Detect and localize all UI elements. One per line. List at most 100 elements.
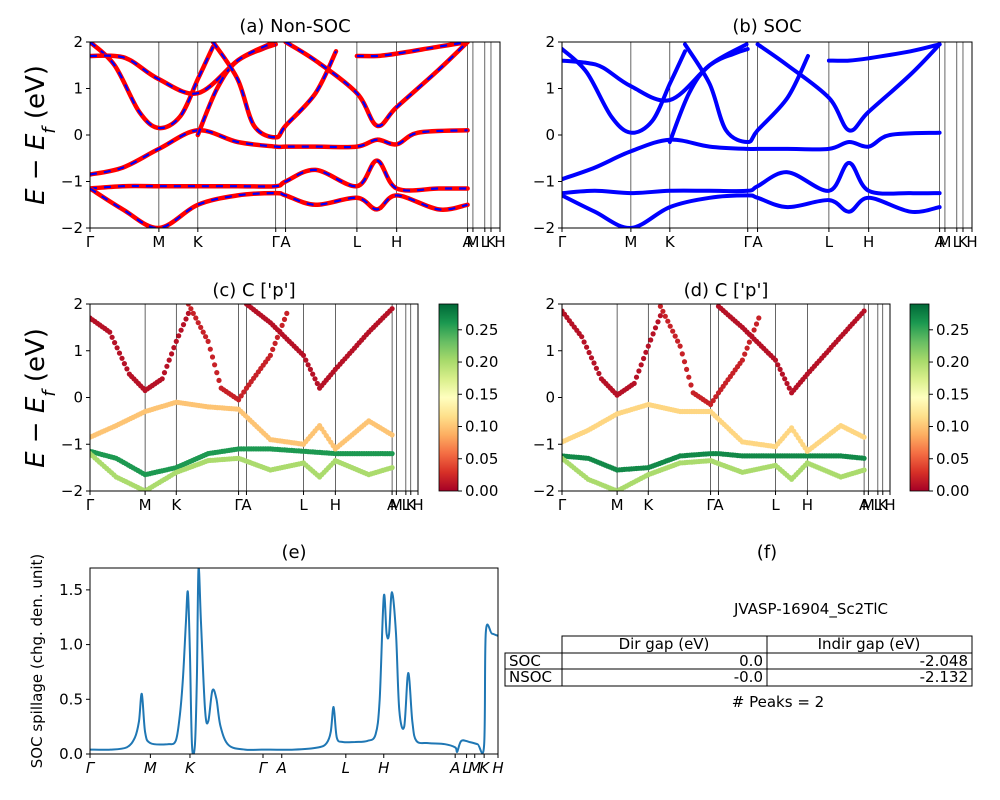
x-tick-label: Γ <box>744 233 753 251</box>
projection-dot <box>195 320 201 326</box>
y-tick-label: 2 <box>73 33 83 51</box>
projection-dot <box>164 363 170 369</box>
projection-dot <box>198 324 204 330</box>
projection-dot <box>861 308 867 314</box>
x-tick-label: A <box>241 496 252 514</box>
nonsoc-band-dashed <box>90 129 468 176</box>
y-tick-label: 1 <box>73 342 83 360</box>
x-tick-label: M <box>152 233 165 251</box>
colorbar-c-gradient <box>438 303 459 492</box>
x-tick-label: M <box>624 233 637 251</box>
projection-dot <box>593 365 600 371</box>
y-tick-label: 0 <box>73 389 83 407</box>
x-tick-label: L <box>771 496 780 514</box>
projection-dot <box>389 306 395 312</box>
projection-dot <box>279 322 285 328</box>
projection-dot <box>272 340 278 346</box>
table-title: JVASP-16904_Sc2TlC <box>733 600 888 619</box>
x-tick-label: L <box>342 759 350 777</box>
row-nsoc-dir: -0.0 <box>734 668 763 686</box>
projection-dot <box>684 366 690 372</box>
x-tick-label: L <box>825 233 834 251</box>
projection-dot <box>300 352 307 358</box>
projection-dot <box>662 313 668 319</box>
x-tick-label: A <box>387 496 398 514</box>
projection-dot <box>203 334 209 340</box>
projection-dot <box>861 455 867 461</box>
projection-dot <box>216 377 222 383</box>
row-soc-dir: 0.0 <box>739 652 763 670</box>
x-tick-label: K <box>878 496 889 514</box>
y-tick-label: −2 <box>61 219 83 237</box>
x-tick-label: H <box>863 233 874 251</box>
colorbar-tick-label: 0.20 <box>936 353 969 371</box>
peaks-count: # Peaks = 2 <box>732 693 824 711</box>
x-tick-label: K <box>643 496 654 514</box>
x-tick-label: A <box>449 759 460 777</box>
y-tick-label: 0 <box>545 126 555 144</box>
x-tick-label: A <box>752 233 763 251</box>
soc-band <box>826 42 942 63</box>
projection-dot <box>596 370 602 377</box>
panel-d-frame <box>561 303 891 492</box>
projection-dot <box>389 465 395 471</box>
colorbar-tick-label: 0.10 <box>465 418 498 436</box>
panel-e-title: (e) <box>281 542 306 563</box>
projection-dot <box>267 352 273 358</box>
projection-dot <box>116 350 123 356</box>
nonsoc-band-dashed <box>212 42 337 139</box>
projection-dot <box>772 357 779 363</box>
x-tick-label: M <box>611 496 624 514</box>
x-tick-label: M <box>139 496 152 514</box>
soc-band <box>562 193 942 228</box>
projection-dot <box>861 467 867 473</box>
y-tick-label: 1 <box>545 342 555 360</box>
x-tick-label: A <box>859 496 870 514</box>
header-dir: Dir gap (eV) <box>619 635 710 653</box>
x-tick-label: L <box>462 759 470 777</box>
projection-dot <box>281 316 288 322</box>
projection-dot <box>710 398 716 404</box>
projection-dot <box>675 338 681 344</box>
projection-dot <box>188 306 194 312</box>
y-tick-label: −1 <box>61 435 83 453</box>
y-tick-label: −2 <box>533 482 555 500</box>
x-tick-label: Γ <box>558 233 567 251</box>
projection-dot <box>389 432 395 438</box>
row-nsoc-indir-cell <box>766 668 973 687</box>
projection-dot <box>744 345 750 351</box>
soc-band <box>562 47 687 135</box>
projection-dot <box>742 351 748 357</box>
panel-a-title: (a) Non-SOC <box>239 16 350 37</box>
projection-dot <box>739 357 746 363</box>
x-tick-label: H <box>412 496 423 514</box>
projection-dot <box>648 337 654 343</box>
colorbar-tick-label: 0.00 <box>465 482 498 500</box>
x-tick-label: M <box>390 496 403 514</box>
colorbar-d-gradient <box>909 303 930 492</box>
y-tick-label: −1 <box>533 435 555 453</box>
x-tick-label: M <box>862 496 875 514</box>
x-tick-label: Γ <box>86 496 95 514</box>
projection-dot <box>670 328 676 334</box>
projection-dot <box>753 321 760 327</box>
projection-dot <box>775 362 781 368</box>
projection-dot <box>713 394 719 400</box>
soc-band <box>562 47 750 103</box>
projection-dot <box>124 366 130 372</box>
projection-dot <box>114 345 120 351</box>
colorbar-tick-label: 0.20 <box>465 353 498 371</box>
row-nsoc-label: NSOC <box>509 668 552 686</box>
x-tick-label: H <box>330 496 341 514</box>
panel-e-frame <box>89 567 499 755</box>
projection-dot <box>779 371 786 377</box>
y-tick-label: 2 <box>73 295 83 313</box>
projection-dot <box>185 304 191 307</box>
projection-dot <box>650 331 656 337</box>
x-tick-label: A <box>276 759 287 777</box>
y-tick-label: 0 <box>73 126 83 144</box>
y-tick-label: 1 <box>73 80 83 98</box>
panel-c-title: (c) C ['p'] <box>212 280 295 301</box>
projection-dot <box>159 376 165 382</box>
